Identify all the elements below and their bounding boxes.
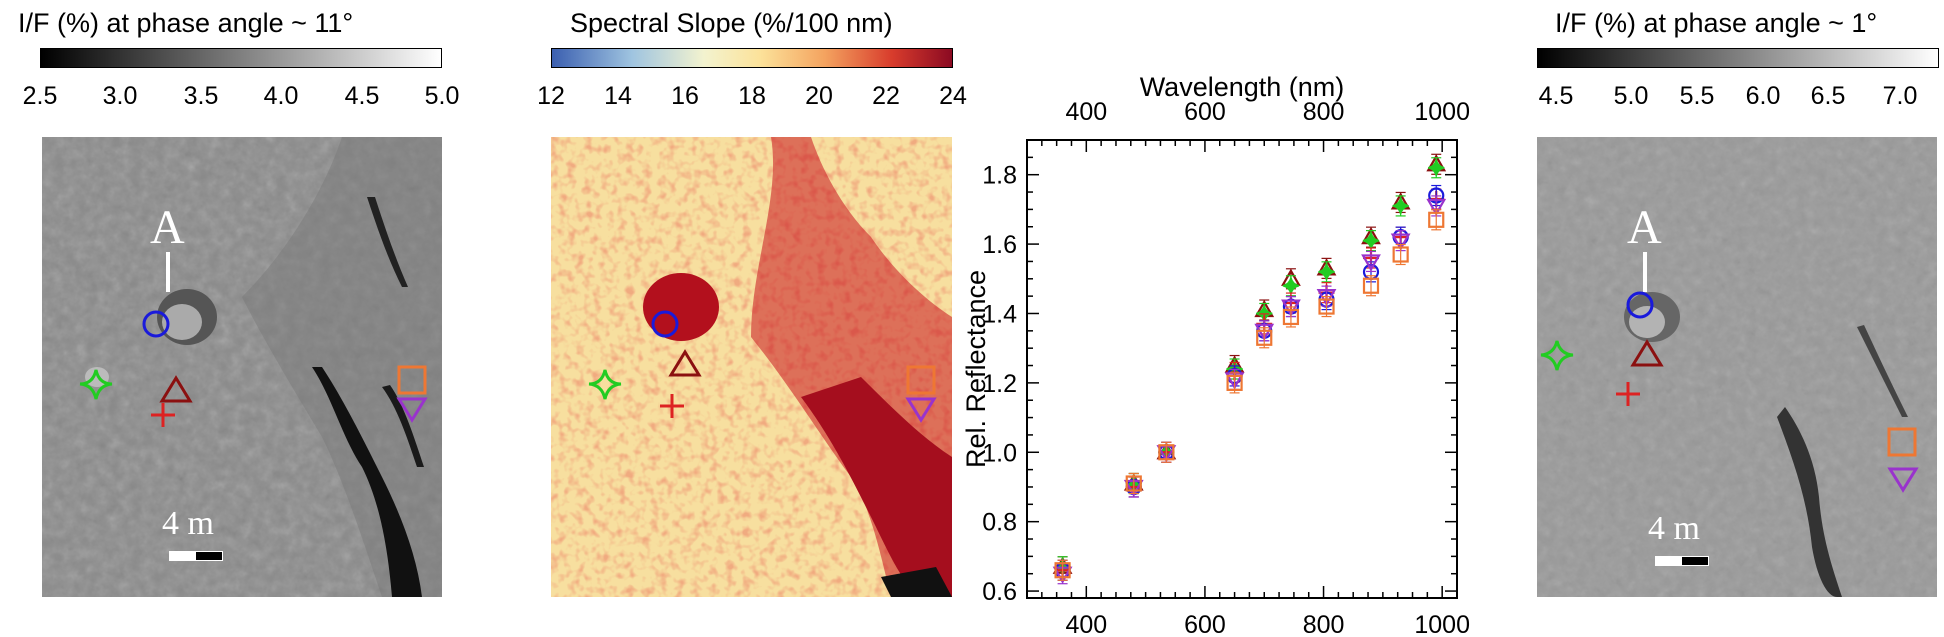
y-tick-label: 0.8 [982,509,1017,537]
data-point-triangle-down [1361,254,1381,272]
star-marker [79,369,113,400]
tick-label: 5.0 [1613,82,1649,110]
y-tick-label: 1.8 [982,162,1017,190]
tick-label: 20 [805,82,833,110]
data-point-square [1226,374,1243,391]
tick-label: 18 [738,82,766,110]
tick-label: 6.0 [1745,82,1781,110]
tick-label: 6.5 [1810,82,1846,110]
x-tick-label: 1000 [1414,611,1470,637]
surface-texture-4 [1537,137,1937,597]
x-tick-label: 800 [1303,611,1345,637]
markers-panel-2 [588,310,937,423]
colorbar-title-4: I/F (%) at phase angle ~ 1° [1555,8,1878,38]
y-tick-label: 1.6 [982,231,1017,259]
data-point-square [1318,298,1335,315]
plus-marker [660,394,684,418]
x-tick-label: 600 [1184,611,1226,637]
colorbar-grayscale-1 [40,48,442,68]
triangle-up-marker [159,375,193,403]
square-marker [1887,427,1917,457]
scale-bar-1 [169,551,223,561]
colorbar-grayscale-4 [1537,48,1939,68]
data-point-square [1392,246,1409,263]
scale-bar-label-4: 4 m [1648,510,1700,547]
colorbar-title-2: Spectral Slope (%/100 nm) [570,8,893,38]
spectral-slope-map [551,137,952,597]
scale-bar-label-1: 4 m [162,505,214,542]
tick-label: 3.0 [102,82,138,110]
tick-label: 14 [604,82,632,110]
data-point-star [1428,159,1445,176]
tick-label: 24 [939,82,967,110]
data-point-triangle-down [1426,198,1447,217]
x-tick-label-top: 1000 [1414,98,1470,126]
markers-panel-1 [79,310,428,427]
data-point-square [1428,211,1445,228]
markers-panel-4 [1540,291,1919,493]
spectral-slope-texture [551,137,952,597]
label-a-1: A [150,201,185,254]
data-point-square [1362,277,1380,294]
surface-image-phase-1 [1537,137,1937,597]
star-marker [1540,340,1574,371]
data-point-square [1125,475,1142,492]
data-point-square [1282,308,1300,326]
tick-label: 16 [671,82,699,110]
x-tick-label: 400 [1065,611,1107,637]
tick-label: 5.5 [1679,82,1715,110]
star-marker [588,369,622,400]
data-point-star [1392,197,1409,215]
tick-label: 4.5 [344,82,380,110]
colorbar-spectral-slope [551,48,953,68]
x-tick-label-top: 600 [1184,98,1226,126]
square-marker [906,365,936,395]
tick-label: 12 [537,82,565,110]
triangle-down-marker [1887,467,1919,493]
tick-label: 7.0 [1882,82,1918,110]
triangle-up-marker [1630,339,1664,367]
colorbar-title-1: I/F (%) at phase angle ~ 11° [18,8,354,38]
data-point-star [1362,232,1380,249]
x-axis-label-top: Wavelength (nm) [1140,72,1345,102]
label-a-pointer-1 [166,252,170,292]
data-point-square [1054,562,1071,579]
data-point-square [1256,329,1273,346]
circle-marker [651,310,679,338]
plus-marker [151,403,175,427]
square-marker [397,365,427,395]
tick-label: 5.0 [424,82,460,110]
tick-label: 3.5 [183,82,219,110]
y-tick-label: 1.0 [982,439,1017,467]
plus-marker [1616,382,1640,406]
x-tick-label-top: 400 [1065,98,1107,126]
tick-label: 22 [872,82,900,110]
surface-texture [42,137,442,597]
triangle-down-marker [396,397,428,423]
label-a-pointer-4 [1643,252,1647,292]
tick-label: 4.0 [263,82,299,110]
data-point-triangle-down [1390,233,1411,251]
y-axis-label: Rel. Reflectance [961,270,991,468]
scale-bar-4 [1655,556,1709,566]
y-tick-label: 1.4 [982,300,1017,328]
triangle-down-marker [905,397,937,423]
x-tick-label-top: 800 [1303,98,1345,126]
label-a-4: A [1627,201,1662,254]
plot-frame [1026,139,1458,599]
tick-label: 4.5 [1538,82,1574,110]
y-tick-label: 1.2 [982,370,1017,398]
triangle-up-marker [668,349,702,377]
surface-image-phase-11 [42,137,442,597]
circle-marker [142,310,170,338]
tick-label: 2.5 [22,82,58,110]
data-point-square [1158,444,1175,461]
data-point-star [1318,263,1335,281]
circle-marker [1626,291,1654,319]
y-tick-label: 0.6 [982,578,1017,606]
